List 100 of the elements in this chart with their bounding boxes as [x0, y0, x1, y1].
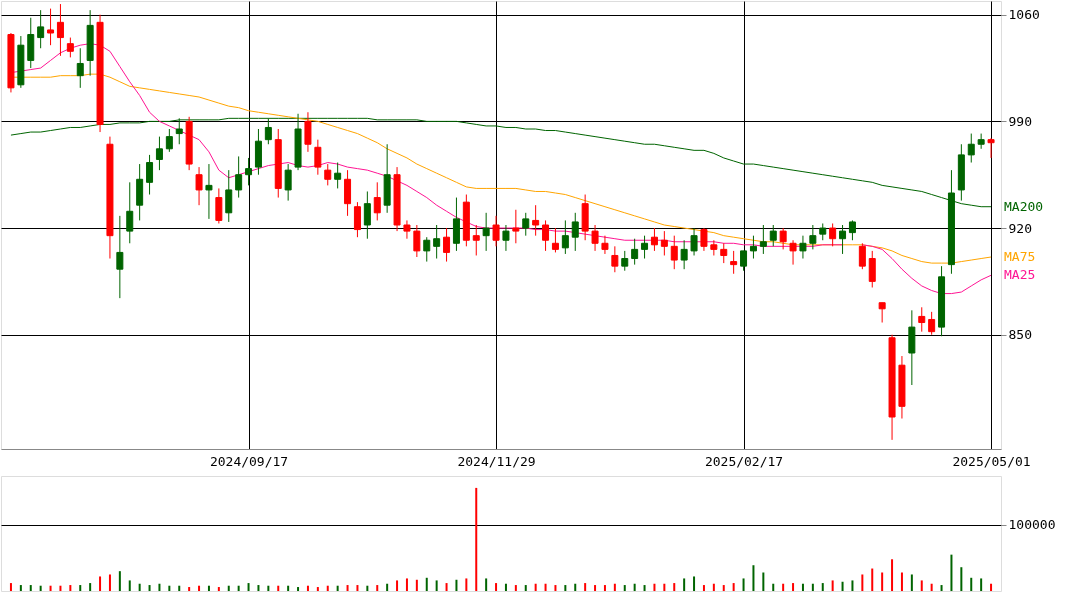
candlestick [146, 154, 154, 196]
candlestick [304, 111, 312, 153]
candlestick [522, 212, 530, 237]
bar [950, 554, 953, 591]
candlestick [601, 235, 609, 255]
bar [108, 574, 111, 591]
bar [455, 579, 458, 591]
candlestick [353, 201, 361, 238]
candlestick [769, 224, 777, 247]
bar [811, 583, 814, 591]
candlestick [423, 236, 431, 263]
bar [534, 583, 537, 591]
bar [405, 578, 408, 591]
bar [960, 567, 963, 591]
bar [19, 585, 22, 591]
y-tick-label: 990 [1008, 113, 1032, 129]
bar [168, 585, 171, 591]
candlestick [749, 235, 757, 260]
bar [277, 585, 280, 591]
candlestick [650, 227, 658, 252]
candlestick [839, 224, 847, 255]
bar [851, 580, 854, 591]
bar [920, 580, 923, 591]
bar [633, 583, 636, 591]
bar [821, 583, 824, 591]
bar [613, 583, 616, 591]
bar [564, 585, 567, 591]
candlestick [918, 306, 926, 333]
bar [415, 579, 418, 591]
bar [346, 585, 349, 591]
candlestick [334, 162, 342, 189]
series-label: MA25 [1004, 267, 1036, 283]
bar [584, 583, 587, 591]
y-tick-label: 920 [1008, 220, 1032, 236]
candlestick [126, 181, 134, 244]
bar [673, 583, 676, 591]
bar [792, 583, 795, 591]
candlestick [492, 215, 500, 247]
candlestick [858, 242, 866, 270]
bar [900, 572, 903, 591]
y-tick-label: 850 [1008, 327, 1032, 343]
x-tick-label: 2025/05/01 [952, 453, 1031, 469]
bar [861, 574, 864, 591]
candlestick [245, 157, 253, 186]
bar [712, 583, 715, 591]
candlestick [413, 224, 421, 258]
bar [891, 559, 894, 591]
candlestick [155, 136, 163, 171]
bar [188, 587, 191, 591]
candlestick [502, 224, 510, 252]
bar [594, 585, 597, 591]
candlestick [571, 212, 579, 252]
candlestick [670, 235, 678, 270]
bar [475, 487, 478, 591]
candlestick [690, 227, 698, 256]
candlestick [482, 212, 490, 252]
bar [336, 585, 339, 591]
bar [653, 583, 656, 591]
candlestick [561, 219, 569, 255]
bar [683, 578, 686, 591]
bar [752, 565, 755, 591]
candlestick [324, 163, 332, 186]
y-tick-label: 100000 [1008, 517, 1056, 533]
candlestick [789, 239, 797, 266]
candlestick [66, 37, 74, 58]
bar [495, 583, 498, 591]
bar [9, 583, 12, 591]
candlestick [195, 166, 203, 206]
bar [29, 585, 32, 591]
candlestick [591, 224, 599, 252]
bar [782, 583, 785, 591]
candlestick [47, 8, 55, 46]
bar [237, 585, 240, 591]
bar [524, 585, 527, 591]
bar [841, 581, 844, 591]
bar [39, 585, 42, 591]
bar [257, 585, 260, 591]
bar [99, 576, 102, 591]
bar [465, 578, 468, 591]
bar [148, 585, 151, 591]
bar [544, 583, 547, 591]
bar [623, 585, 626, 591]
bar [227, 585, 230, 591]
x-tick-label: 2024/11/29 [457, 453, 536, 469]
candlestick [611, 245, 619, 273]
candlestick [848, 219, 856, 241]
candlestick [700, 227, 708, 252]
candlestick [363, 190, 371, 240]
candlestick [759, 224, 767, 255]
bar [980, 578, 983, 591]
candlestick [472, 224, 480, 256]
bar [990, 583, 993, 591]
candlestick [730, 250, 738, 275]
bar [89, 583, 92, 591]
bar [207, 585, 210, 591]
bar [831, 580, 834, 591]
candlestick [829, 222, 837, 247]
bar [217, 587, 220, 591]
candlestick [680, 239, 688, 270]
bar [504, 583, 507, 591]
